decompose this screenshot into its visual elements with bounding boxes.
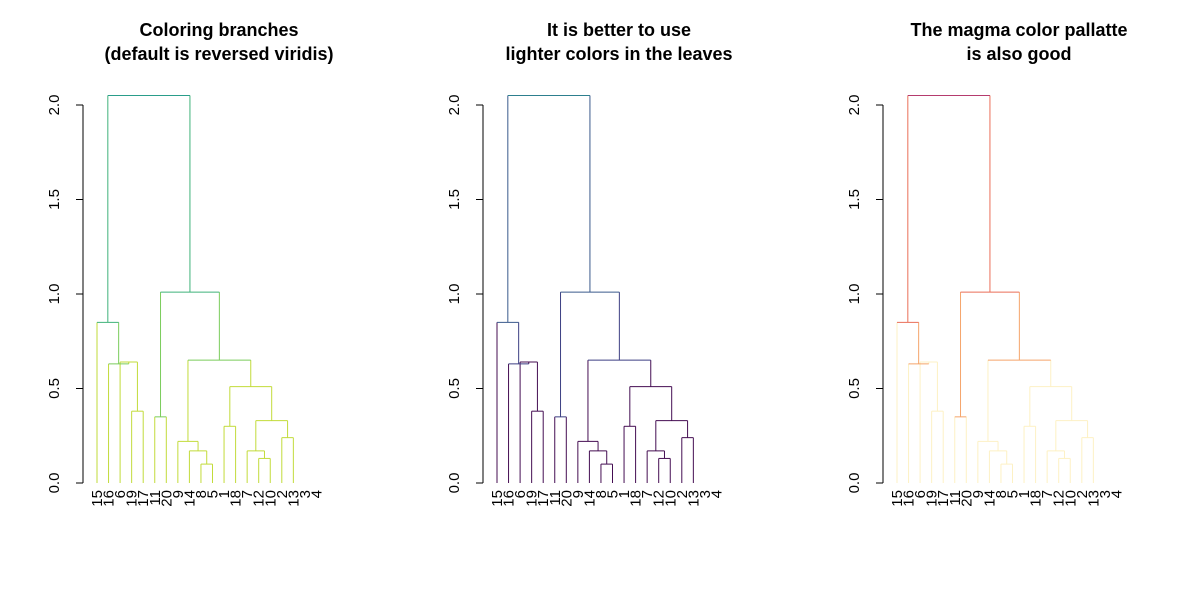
y-tick-label: 0.0 <box>846 473 863 494</box>
leaf-label: 4 <box>1108 490 1125 498</box>
leaf-label: 15 <box>89 490 106 507</box>
leaf-label: 20 <box>958 490 975 507</box>
leaf-label: 5 <box>205 490 222 498</box>
leaf-label: 11 <box>547 490 564 506</box>
leaf-label: 5 <box>1005 490 1022 498</box>
leaf-label: 10 <box>1062 490 1079 507</box>
leaf-label: 19 <box>924 490 941 507</box>
leaf-label: 3 <box>1097 490 1114 498</box>
leaf-label: 1 <box>216 490 233 498</box>
y-tick-label: 1.5 <box>46 189 63 210</box>
leaf-label: 1 <box>1016 490 1033 498</box>
leaf-label: 12 <box>251 490 268 507</box>
y-tick-label: 2.0 <box>46 95 63 116</box>
leaf-label: 9 <box>170 490 187 498</box>
leaf-label: 14 <box>181 490 198 507</box>
y-tick-label: 2.0 <box>846 95 863 116</box>
leaf-label: 9 <box>570 490 587 498</box>
y-tick-label: 2.0 <box>446 95 463 116</box>
y-tick-label: 0.5 <box>846 378 863 399</box>
leaf-label: 3 <box>697 490 714 498</box>
leaf-label: 15 <box>889 490 906 507</box>
leaf-label: 8 <box>593 490 610 498</box>
leaf-label: 7 <box>1039 490 1056 498</box>
leaf-label: 16 <box>101 490 118 507</box>
chart-title-line-2: is also good <box>966 44 1071 64</box>
leaf-label: 5 <box>605 490 622 498</box>
leaf-label: 4 <box>308 490 325 498</box>
leaf-label: 8 <box>993 490 1010 498</box>
leaf-label: 10 <box>662 490 679 507</box>
leaf-label: 13 <box>1085 490 1102 507</box>
chart-title-line-1: The magma color pallatte <box>910 20 1127 40</box>
leaf-label: 10 <box>262 490 279 507</box>
y-tick-label: 1.0 <box>446 284 463 305</box>
leaf-label: 17 <box>135 490 152 507</box>
leaf-label: 7 <box>639 490 656 498</box>
leaf-label: 12 <box>651 490 668 507</box>
leaf-label: 19 <box>124 490 141 507</box>
y-tick-label: 1.5 <box>846 189 863 210</box>
leaf-label: 2 <box>1074 490 1091 498</box>
leaf-label: 6 <box>912 490 929 498</box>
leaf-label: 6 <box>112 490 129 498</box>
leaf-label: 1 <box>616 490 633 498</box>
leaf-label: 12 <box>1051 490 1068 507</box>
leaf-label: 18 <box>628 490 645 507</box>
leaf-label: 20 <box>158 490 175 507</box>
y-tick-label: 0.0 <box>446 473 463 494</box>
y-tick-label: 1.0 <box>46 284 63 305</box>
leaf-label: 18 <box>228 490 245 507</box>
leaf-label: 11 <box>147 490 164 506</box>
leaf-label: 3 <box>297 490 314 498</box>
leaf-label: 17 <box>535 490 552 507</box>
y-tick-label: 0.5 <box>446 378 463 399</box>
leaf-label: 14 <box>981 490 998 507</box>
y-tick-label: 0.0 <box>46 473 63 494</box>
leaf-label: 2 <box>274 490 291 498</box>
chart-title-line-2: (default is reversed viridis) <box>104 44 333 64</box>
dendrogram-panel-2: It is better to use lighter colors in the… <box>446 20 733 507</box>
leaf-label: 13 <box>285 490 302 507</box>
dendrogram-panel-3: The magma color pallatte is also good 0.0 0… <box>846 20 1128 507</box>
leaf-label: 18 <box>1028 490 1045 507</box>
leaf-label: 6 <box>512 490 529 498</box>
leaf-label: 16 <box>501 490 518 507</box>
leaf-label: 7 <box>239 490 256 498</box>
y-tick-label: 1.0 <box>846 284 863 305</box>
leaf-label: 13 <box>685 490 702 507</box>
leaf-label: 9 <box>970 490 987 498</box>
leaf-label: 19 <box>524 490 541 507</box>
y-tick-label: 0.5 <box>46 378 63 399</box>
leaf-label: 17 <box>935 490 952 507</box>
leaf-label: 4 <box>708 490 725 498</box>
chart-title-line-1: It is better to use <box>547 20 691 40</box>
leaf-label: 16 <box>901 490 918 507</box>
leaf-label: 8 <box>193 490 210 498</box>
chart-title-line-2: lighter colors in the leaves <box>505 44 732 64</box>
leaf-label: 20 <box>558 490 575 507</box>
leaf-label: 14 <box>581 490 598 507</box>
leaf-label: 2 <box>674 490 691 498</box>
chart-title-line-1: Coloring branches <box>139 20 298 40</box>
dendrogram-panel-1: Coloring branches (default is reversed vi… <box>46 20 334 507</box>
y-tick-label: 1.5 <box>446 189 463 210</box>
leaf-label: 11 <box>947 490 964 506</box>
leaf-label: 15 <box>489 490 506 507</box>
